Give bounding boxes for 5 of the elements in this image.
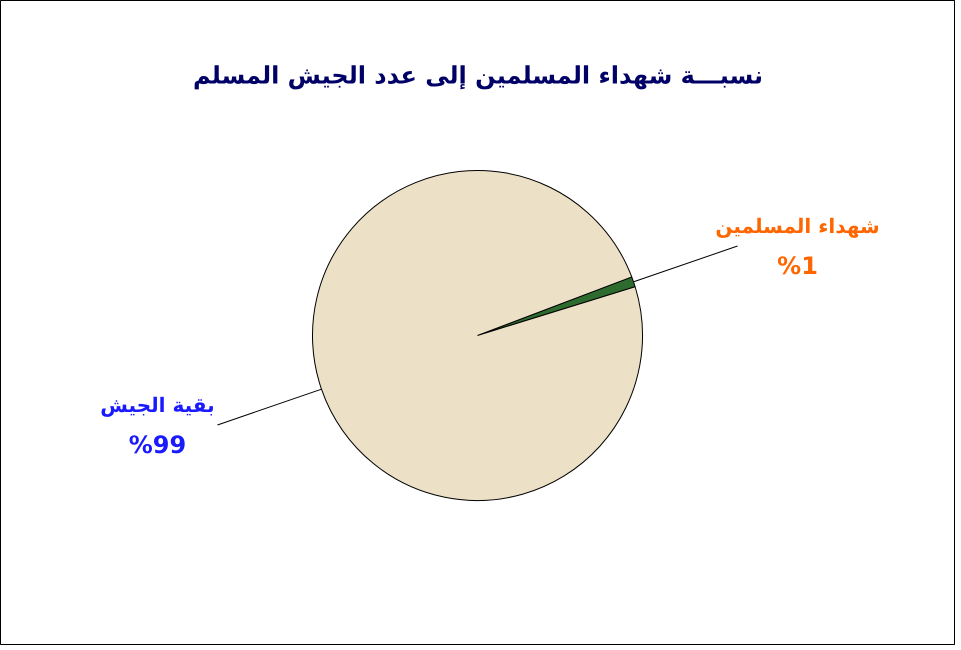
data-label: %1 <box>777 252 818 280</box>
data-label: %99 <box>128 430 186 459</box>
chart-title: نسبـــة شهداء المسلمين إلى عدد الجيش المسلم <box>192 62 764 90</box>
slice-label: بقية الجيش <box>100 392 215 417</box>
slice-label: شهداء المسلمين <box>715 214 880 238</box>
